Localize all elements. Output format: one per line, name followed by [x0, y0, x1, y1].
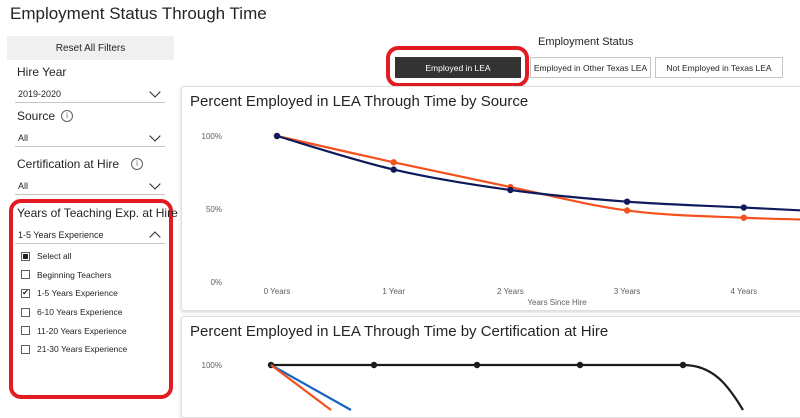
employed-other-texas-lea-button[interactable]: Employed in Other Texas LEA: [530, 57, 651, 78]
info-icon[interactable]: i: [61, 110, 74, 122]
series-line: [276, 134, 800, 212]
series-line: [270, 364, 352, 411]
data-point[interactable]: [507, 186, 514, 194]
chart-card-by-source: Percent Employed in LEA Through Time by …: [181, 86, 800, 311]
experience-option-label: 11-20 Years Experience: [37, 325, 127, 336]
selected-status-highlight-box: [386, 46, 529, 87]
data-point[interactable]: [273, 132, 281, 140]
data-point[interactable]: [740, 214, 747, 221]
info-icon[interactable]: i: [131, 158, 144, 170]
certification-dropdown[interactable]: All: [15, 177, 165, 195]
hire-year-dropdown[interactable]: 2019-2020: [15, 85, 165, 103]
page-title: Employment Status Through Time: [10, 4, 267, 23]
chart-title-by-source: Percent Employed in LEA Through Time by …: [190, 93, 529, 110]
source-value: All: [18, 132, 29, 143]
checkbox-icon[interactable]: [21, 270, 30, 280]
certification-label: Certification at Hire i: [17, 157, 144, 171]
experience-option-label: Select all: [37, 251, 72, 262]
data-point[interactable]: [370, 361, 378, 369]
checkbox-icon[interactable]: [21, 307, 30, 317]
experience-option[interactable]: Select all: [21, 247, 127, 266]
x-tick-label: 0 Years: [264, 287, 291, 296]
checkbox-partial-icon[interactable]: [21, 251, 30, 261]
experience-option[interactable]: ✔ 1-5 Years Experience: [21, 284, 127, 303]
experience-dropdown[interactable]: 1-5 Years Experience: [15, 226, 165, 244]
series-line: [276, 134, 800, 221]
checkbox-icon[interactable]: [21, 326, 30, 336]
chart-by-source: 100% 50% 0% 0 Years 1 Year 2 Years 3 Years 4 Ye…: [202, 132, 800, 307]
y-tick-label: 50%: [206, 205, 222, 214]
data-point[interactable]: [390, 166, 397, 173]
source-label-text: Source: [17, 109, 56, 123]
experience-option-list: Select all Beginning Teachers ✔ 1-5 Years E…: [21, 247, 127, 359]
x-tick-label: 3 Years: [614, 287, 641, 296]
x-tick-label: 2 Years: [497, 287, 524, 296]
data-point[interactable]: [390, 159, 397, 166]
chevron-up-icon: [149, 230, 161, 243]
series-line: [271, 363, 744, 411]
chevron-down-icon: [149, 129, 161, 142]
y-tick-label: 100%: [202, 132, 222, 141]
experience-option[interactable]: 11-20 Years Experience: [21, 321, 127, 340]
y-tick-label: 0%: [210, 278, 222, 287]
chart-by-certification: 100%: [202, 361, 744, 411]
series-line: [270, 364, 332, 411]
experience-label-text: Years of Teaching Exp. at Hire: [17, 206, 178, 220]
experience-option-label: 21-30 Years Experience: [37, 344, 128, 355]
y-tick-label: 100%: [202, 361, 222, 370]
experience-option-label: 6-10 Years Experience: [37, 307, 123, 318]
experience-value: 1-5 Years Experience: [18, 229, 104, 240]
employment-status-label: Employment Status: [538, 36, 634, 48]
chart-title-by-certification: Percent Employed in LEA Through Time by …: [190, 323, 609, 340]
chevron-down-icon: [149, 85, 161, 98]
source-dropdown[interactable]: All: [15, 129, 165, 147]
experience-option-label: 1-5 Years Experience: [37, 288, 118, 299]
experience-option[interactable]: 6-10 Years Experience: [21, 303, 127, 322]
experience-option-label: Beginning Teachers: [37, 269, 112, 280]
experience-option[interactable]: Beginning Teachers: [21, 266, 127, 285]
x-tick-label: 1 Year: [382, 287, 405, 296]
source-label: Source i: [17, 109, 74, 123]
reset-all-filters-button[interactable]: Reset All Filters: [7, 36, 174, 60]
x-tick-label: 4 Years: [730, 287, 757, 296]
experience-option[interactable]: 21-30 Years Experience: [21, 340, 127, 359]
certification-value: All: [18, 180, 29, 191]
data-point[interactable]: [679, 361, 687, 369]
hire-year-label: Hire Year: [17, 65, 66, 79]
chart-card-by-certification: Percent Employed in LEA Through Time by …: [181, 316, 800, 418]
checkbox-checked-icon[interactable]: ✔: [21, 288, 30, 298]
data-point[interactable]: [623, 198, 631, 205]
certification-label-text: Certification at Hire: [17, 157, 120, 171]
checkbox-icon[interactable]: [21, 344, 30, 354]
data-point[interactable]: [740, 204, 747, 211]
experience-label: Years of Teaching Exp. at Hire i: [17, 206, 194, 220]
not-employed-texas-lea-button[interactable]: Not Employed in Texas LEA: [655, 57, 783, 78]
data-point[interactable]: [576, 361, 584, 369]
data-point[interactable]: [473, 361, 481, 369]
x-axis-label: Years Since Hire: [527, 298, 587, 307]
chevron-down-icon: [149, 177, 161, 190]
experience-highlight-box: [9, 199, 173, 399]
hire-year-value: 2019-2020: [18, 88, 62, 99]
employed-in-lea-button[interactable]: Employed in LEA: [395, 57, 521, 78]
data-point[interactable]: [623, 207, 631, 214]
hire-year-label-text: Hire Year: [17, 65, 67, 79]
